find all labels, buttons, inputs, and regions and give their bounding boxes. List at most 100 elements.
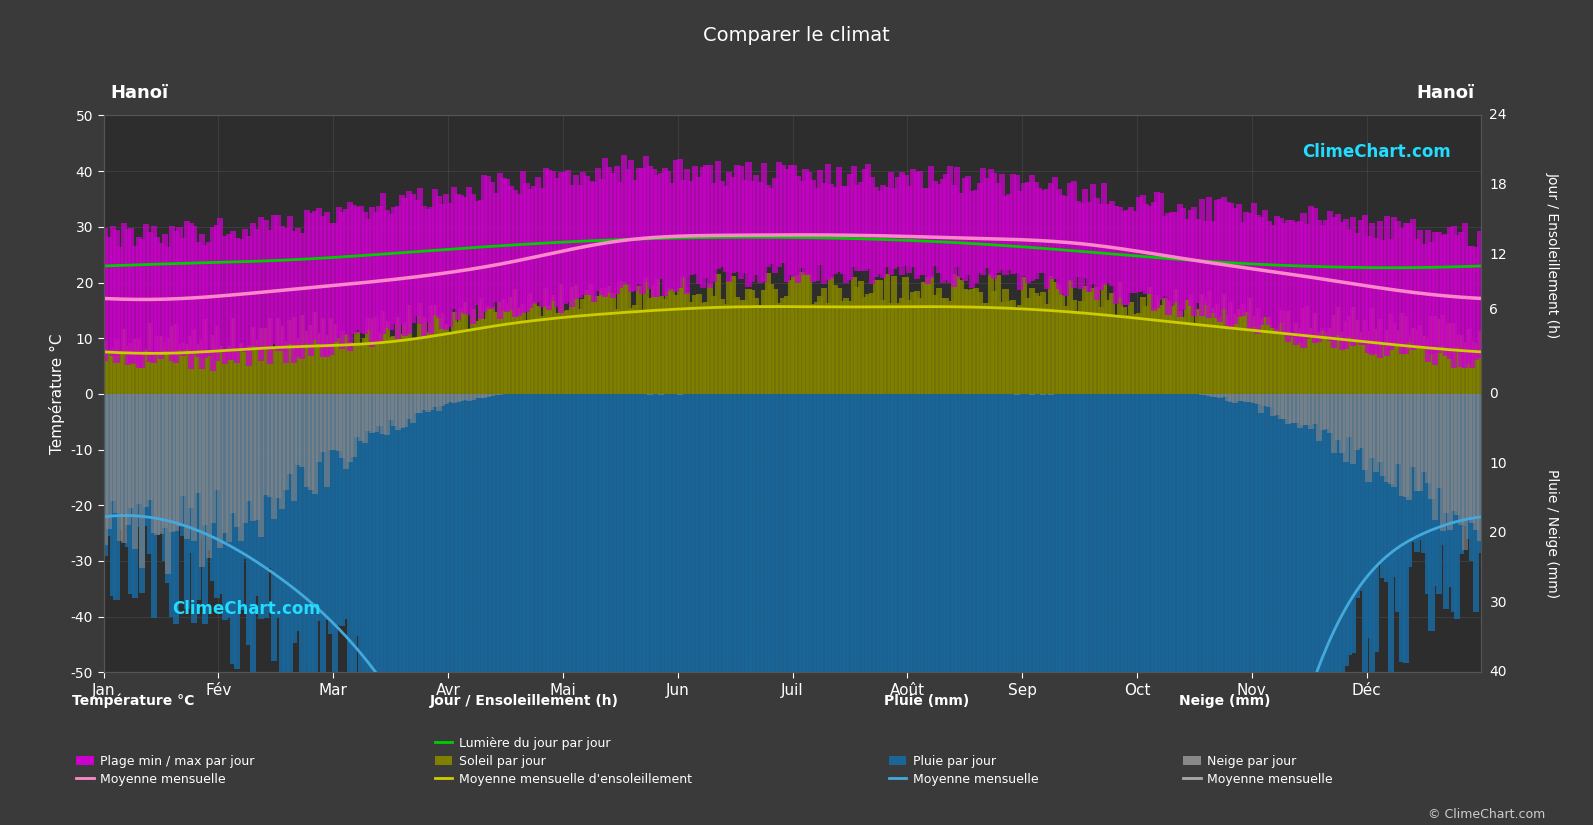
Bar — [1380, 239, 1386, 342]
Bar — [1399, 313, 1405, 394]
Bar — [588, 394, 594, 825]
Bar — [336, 394, 342, 451]
Bar — [451, 312, 457, 394]
Bar — [746, 394, 752, 825]
Bar — [1120, 210, 1126, 305]
Bar — [1462, 394, 1467, 526]
Bar — [263, 394, 269, 495]
Bar — [172, 394, 178, 624]
Bar — [527, 189, 534, 309]
Bar — [1043, 304, 1050, 394]
Bar — [304, 210, 309, 344]
Bar — [639, 310, 645, 394]
Bar — [1435, 232, 1442, 353]
Bar — [1109, 294, 1115, 394]
Bar — [1013, 175, 1020, 272]
Bar — [935, 288, 941, 394]
Bar — [1203, 221, 1209, 305]
Bar — [1067, 182, 1074, 280]
Bar — [299, 394, 306, 705]
Bar — [1418, 394, 1424, 491]
Bar — [1351, 394, 1356, 653]
Bar — [935, 184, 941, 273]
Bar — [1200, 294, 1204, 394]
Bar — [172, 323, 178, 394]
Bar — [1258, 217, 1265, 326]
Bar — [1462, 342, 1467, 394]
Bar — [1316, 332, 1322, 394]
Bar — [1231, 314, 1238, 394]
Bar — [370, 318, 374, 394]
Bar — [591, 301, 597, 394]
Bar — [828, 394, 835, 825]
Bar — [350, 394, 357, 780]
Bar — [699, 394, 706, 825]
Bar — [918, 394, 924, 825]
Bar — [685, 169, 690, 294]
Bar — [132, 394, 139, 598]
Bar — [448, 394, 452, 825]
Bar — [1206, 197, 1212, 318]
Bar — [1313, 394, 1317, 424]
Bar — [1255, 394, 1260, 403]
Bar — [183, 394, 190, 539]
Bar — [387, 394, 393, 420]
Bar — [414, 394, 419, 808]
Bar — [1338, 394, 1344, 453]
Bar — [150, 353, 156, 394]
Bar — [1351, 394, 1356, 464]
Bar — [1236, 204, 1243, 317]
Bar — [1440, 394, 1445, 530]
Bar — [202, 319, 209, 394]
Bar — [650, 394, 656, 825]
Bar — [884, 274, 890, 394]
Bar — [527, 394, 534, 825]
Bar — [1195, 309, 1201, 394]
Bar — [102, 394, 108, 556]
Bar — [1200, 394, 1204, 395]
Bar — [1037, 296, 1042, 394]
Bar — [1469, 246, 1475, 368]
Bar — [757, 182, 763, 283]
Bar — [658, 173, 664, 280]
Bar — [287, 320, 293, 394]
Bar — [554, 178, 561, 307]
Bar — [988, 275, 994, 394]
Bar — [1469, 394, 1475, 523]
Bar — [432, 189, 438, 315]
Bar — [255, 340, 260, 394]
Bar — [250, 328, 256, 394]
Bar — [284, 342, 288, 394]
Bar — [699, 304, 706, 394]
Bar — [836, 288, 841, 394]
Bar — [1376, 394, 1383, 462]
Bar — [1324, 394, 1330, 809]
Bar — [1067, 394, 1074, 825]
Bar — [440, 394, 446, 777]
Bar — [155, 394, 161, 535]
Bar — [577, 186, 583, 298]
Bar — [454, 194, 460, 320]
Bar — [1018, 191, 1023, 290]
Bar — [602, 158, 609, 298]
Bar — [234, 350, 241, 394]
Bar — [1037, 188, 1042, 272]
Bar — [1139, 196, 1145, 291]
Bar — [245, 236, 252, 366]
Bar — [1407, 394, 1413, 568]
Bar — [929, 166, 935, 278]
Bar — [784, 169, 790, 282]
Bar — [519, 304, 526, 394]
Bar — [1200, 394, 1204, 825]
Bar — [1090, 288, 1096, 394]
Bar — [150, 394, 156, 618]
Bar — [1365, 331, 1372, 394]
Bar — [279, 394, 285, 509]
Bar — [429, 305, 435, 394]
Bar — [177, 227, 183, 350]
Bar — [843, 298, 849, 394]
Bar — [672, 160, 679, 292]
Bar — [384, 394, 390, 825]
Bar — [1106, 394, 1112, 825]
Bar — [1421, 394, 1427, 473]
